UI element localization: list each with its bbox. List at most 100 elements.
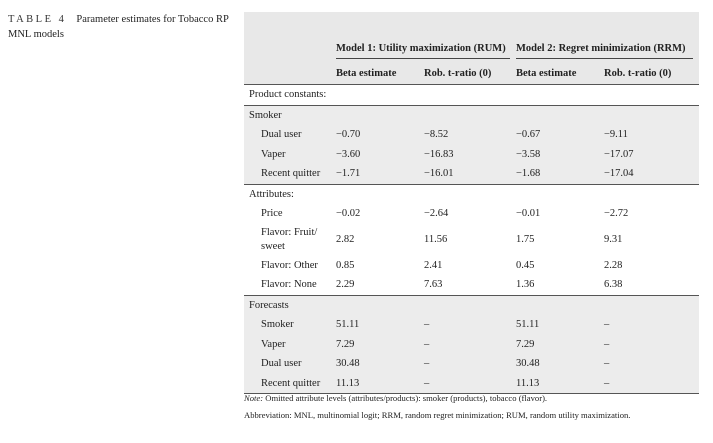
value-cell: −0.02 — [336, 208, 361, 220]
value-cell — [424, 294, 516, 315]
row-label: Smoker — [244, 315, 336, 335]
value-cell: 2.29 — [336, 279, 355, 291]
value-cell: 1.36 — [516, 279, 535, 291]
note-text: Omitted attribute levels (attributes/pro… — [265, 393, 548, 403]
row-label: Flavor: Fruit/ sweet — [261, 226, 318, 252]
value-cell: −1.71 — [336, 164, 424, 185]
row-label: Price — [261, 208, 283, 220]
value-cell: −17.04 — [604, 164, 700, 185]
row-label: Product constants: — [249, 89, 327, 101]
value-cell — [336, 85, 424, 106]
value-cell: – — [424, 334, 516, 354]
row-label: Vaper — [244, 334, 336, 354]
table-row: Recent quitter 11.13–11.13– — [244, 373, 700, 394]
row-label: Dual user — [244, 354, 336, 374]
table-row: Price −0.02 −2.64 −0.01 −2.72 — [244, 204, 699, 224]
value-cell: 51.11 — [336, 315, 424, 335]
abbreviation-line: Abbreviation: MNL, multinomial logit; RR… — [244, 410, 631, 420]
value-cell: 11.13 — [336, 373, 424, 394]
note-label: Note: — [244, 393, 264, 403]
value-cell: 9.31 — [604, 233, 623, 245]
value-cell: −2.64 — [424, 208, 449, 220]
value-cell — [336, 294, 424, 315]
row-label: Dual user — [244, 125, 336, 145]
row-label: Recent quitter — [244, 164, 336, 185]
table-title: Parameter estimates for Tobacco RP MNL m… — [8, 14, 229, 40]
table-body: Product constants: Smoker Dual user −0.70 −8… — [244, 85, 700, 394]
row-label: Forecasts — [244, 294, 336, 315]
value-cell: 0.45 — [516, 259, 535, 271]
table-row: Vaper 7.29–7.29– — [244, 334, 700, 354]
value-cell: 2.28 — [604, 259, 623, 271]
value-cell: −0.70 — [336, 125, 424, 145]
value-cell: −8.52 — [424, 125, 516, 145]
value-cell: −17.07 — [604, 144, 700, 164]
value-cell — [424, 104, 516, 125]
value-cell: – — [604, 373, 700, 394]
value-cell: −9.11 — [604, 125, 700, 145]
row-label: Attributes: — [249, 188, 294, 200]
value-cell: −3.60 — [336, 144, 424, 164]
table-row: Flavor: None 2.29 7.63 1.36 6.38 — [244, 275, 699, 295]
table-caption: TABLE 4 Parameter estimates for Tobacco R… — [8, 12, 233, 42]
row-label: Vaper — [244, 144, 336, 164]
row-label: Flavor: None — [261, 279, 317, 291]
table-label: TABLE 4 — [8, 14, 67, 25]
header-empty-cell — [244, 12, 336, 62]
model1-header: Model 1: Utility maximization (RUM) — [336, 12, 516, 62]
value-cell: −16.83 — [424, 144, 516, 164]
value-cell: 7.29 — [336, 334, 424, 354]
value-cell — [424, 85, 516, 106]
row-label: Flavor: Other — [261, 259, 318, 271]
table-row: Vaper −3.60 −16.83 −3.58 −17.07 — [244, 144, 700, 164]
value-cell: −3.58 — [516, 144, 604, 164]
value-cell — [516, 294, 604, 315]
model2-header: Model 2: Regret minimization (RRM) — [516, 12, 700, 62]
table-row: Flavor: Fruit/ sweet 2.82 11.56 1.75 9.31 — [244, 224, 699, 256]
value-cell: −0.01 — [516, 208, 541, 220]
value-cell: – — [604, 315, 700, 335]
header-row-subheads: Beta estimate Rob. t-ratio (0) Beta esti… — [244, 62, 700, 85]
table-row: Flavor: Other 0.85 2.41 0.45 2.28 — [244, 256, 699, 276]
value-cell: 2.41 — [424, 259, 443, 271]
value-cell: 6.38 — [604, 279, 623, 291]
section-row: Product constants: — [244, 85, 699, 106]
value-cell — [424, 184, 516, 204]
row-label: Recent quitter — [244, 373, 336, 394]
value-cell: – — [424, 373, 516, 394]
value-cell: 11.13 — [516, 373, 604, 394]
value-cell — [604, 294, 700, 315]
value-cell: −0.67 — [516, 125, 604, 145]
value-cell: 30.48 — [516, 354, 604, 374]
value-cell: −2.72 — [604, 208, 629, 220]
table-row: Dual user 30.48–30.48– — [244, 354, 700, 374]
table-row: Smoker 51.11–51.11– — [244, 315, 700, 335]
value-cell: – — [424, 315, 516, 335]
value-cell: 7.29 — [516, 334, 604, 354]
value-cell — [604, 184, 699, 204]
parameter-table: Model 1: Utility maximization (RUM) Mode… — [244, 12, 700, 394]
section-row: Forecasts — [244, 294, 700, 315]
section-row: Smoker — [244, 104, 700, 125]
value-cell — [604, 104, 700, 125]
value-cell: – — [424, 354, 516, 374]
row-label: Smoker — [244, 104, 336, 125]
header-empty-cell — [244, 62, 336, 85]
value-cell: 2.82 — [336, 233, 355, 245]
header-row-models: Model 1: Utility maximization (RUM) Mode… — [244, 12, 700, 62]
value-cell: −1.68 — [516, 164, 604, 185]
subhead-tratio-1: Rob. t-ratio (0) — [424, 62, 516, 85]
section-row: Attributes: — [244, 184, 699, 204]
value-cell — [516, 85, 604, 106]
table-row: Dual user −0.70 −8.52 −0.67 −9.11 — [244, 125, 700, 145]
value-cell — [516, 104, 604, 125]
value-cell — [604, 85, 699, 106]
subhead-beta-1: Beta estimate — [336, 62, 424, 85]
value-cell — [336, 104, 424, 125]
value-cell — [336, 184, 424, 204]
value-cell — [516, 184, 604, 204]
value-cell: 11.56 — [424, 233, 448, 245]
subhead-beta-2: Beta estimate — [516, 62, 604, 85]
value-cell: −16.01 — [424, 164, 516, 185]
subhead-tratio-2: Rob. t-ratio (0) — [604, 62, 700, 85]
